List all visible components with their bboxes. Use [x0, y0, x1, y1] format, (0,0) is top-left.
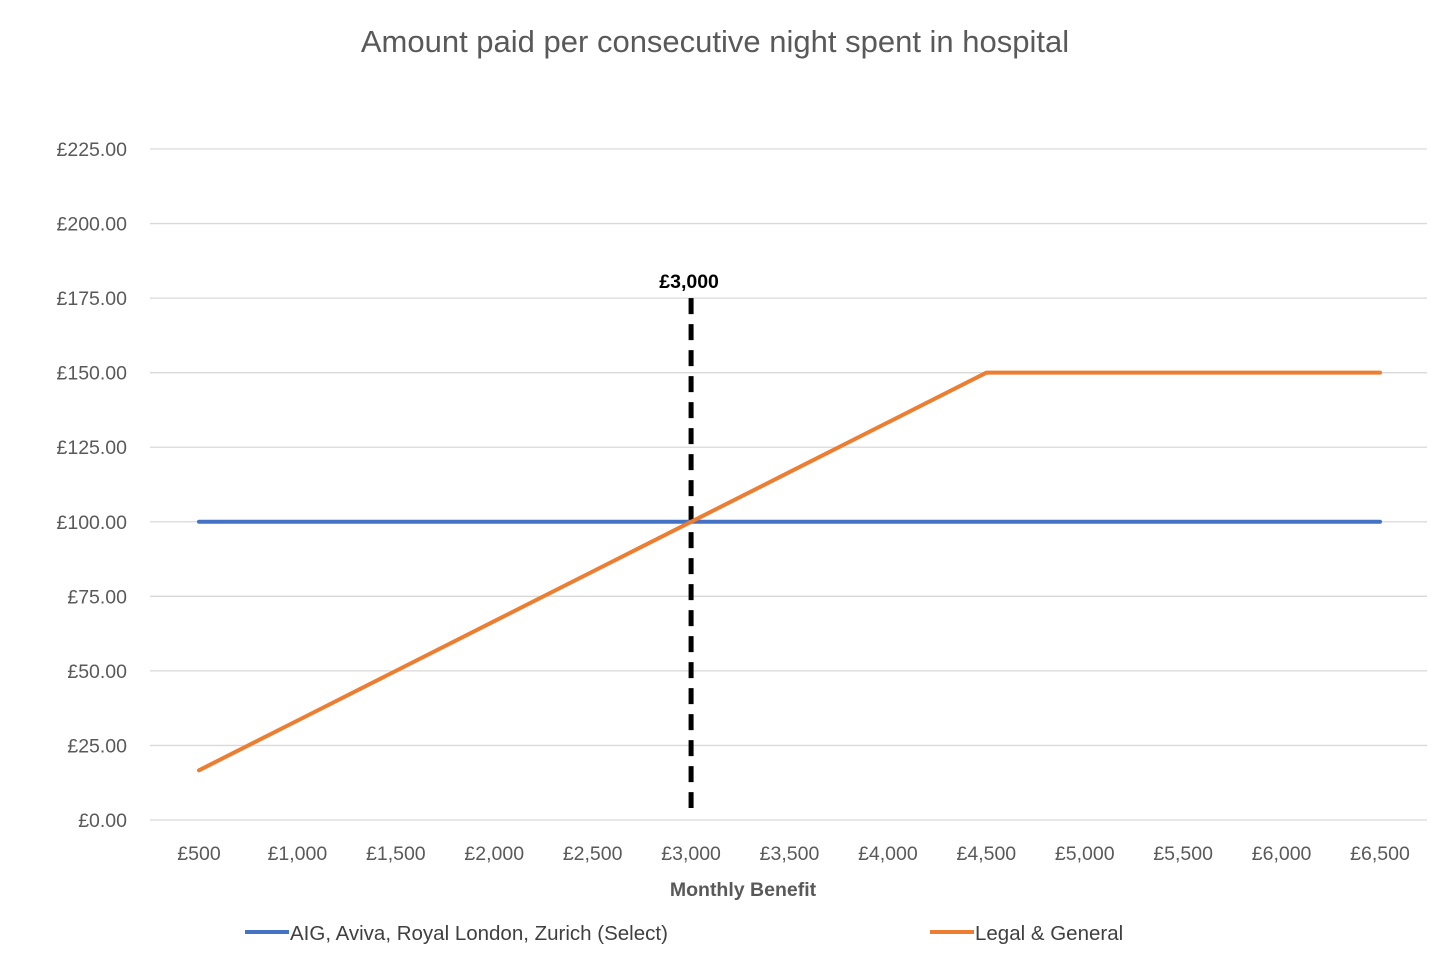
y-tick-label: £50.00 [67, 661, 127, 683]
x-tick-label: £4,000 [858, 843, 918, 865]
x-tick-label: £500 [177, 843, 221, 865]
y-tick-label: £150.00 [57, 363, 128, 385]
x-tick-label: £2,500 [563, 843, 623, 865]
x-axis-label: Monthly Benefit [670, 879, 817, 901]
y-tick-label: £100.00 [57, 512, 128, 534]
y-tick-label: £200.00 [57, 214, 128, 236]
legend-label: Legal & General [975, 922, 1123, 945]
x-axis-ticks: £500 £1,000 £1,500 £2,000 £2,500 £3,000 £3,500… [177, 843, 1410, 865]
legend: AIG, Aviva, Royal London, Zurich (Select… [245, 922, 1123, 945]
annotation: £3,000 [659, 271, 719, 808]
y-tick-label: £125.00 [57, 437, 128, 459]
x-tick-label: £6,000 [1252, 843, 1312, 865]
x-tick-label: £3,500 [760, 843, 820, 865]
x-tick-label: £1,500 [366, 843, 426, 865]
x-tick-label: £1,000 [268, 843, 328, 865]
y-tick-label: £0.00 [78, 810, 127, 832]
y-tick-label: £225.00 [57, 139, 128, 161]
legend-label: AIG, Aviva, Royal London, Zurich (Select… [290, 922, 668, 945]
x-tick-label: £2,000 [464, 843, 524, 865]
y-axis-ticks: £0.00 £25.00 £50.00 £75.00 £100.00 £125.00 £15… [57, 139, 128, 832]
chart-title: Amount paid per consecutive night spent … [361, 24, 1069, 59]
x-tick-label: £6,500 [1350, 843, 1410, 865]
series-lines [197, 370, 1382, 773]
series-line-2 [197, 370, 1382, 773]
gridlines [150, 148, 1427, 821]
x-tick-label: £3,000 [661, 843, 721, 865]
y-tick-label: £75.00 [67, 586, 127, 608]
x-tick-label: £4,500 [957, 843, 1017, 865]
x-tick-label: £5,500 [1153, 843, 1213, 865]
x-tick-label: £5,000 [1055, 843, 1115, 865]
y-tick-label: £25.00 [67, 735, 127, 757]
y-tick-label: £175.00 [57, 288, 128, 310]
annotation-label: £3,000 [659, 271, 719, 293]
